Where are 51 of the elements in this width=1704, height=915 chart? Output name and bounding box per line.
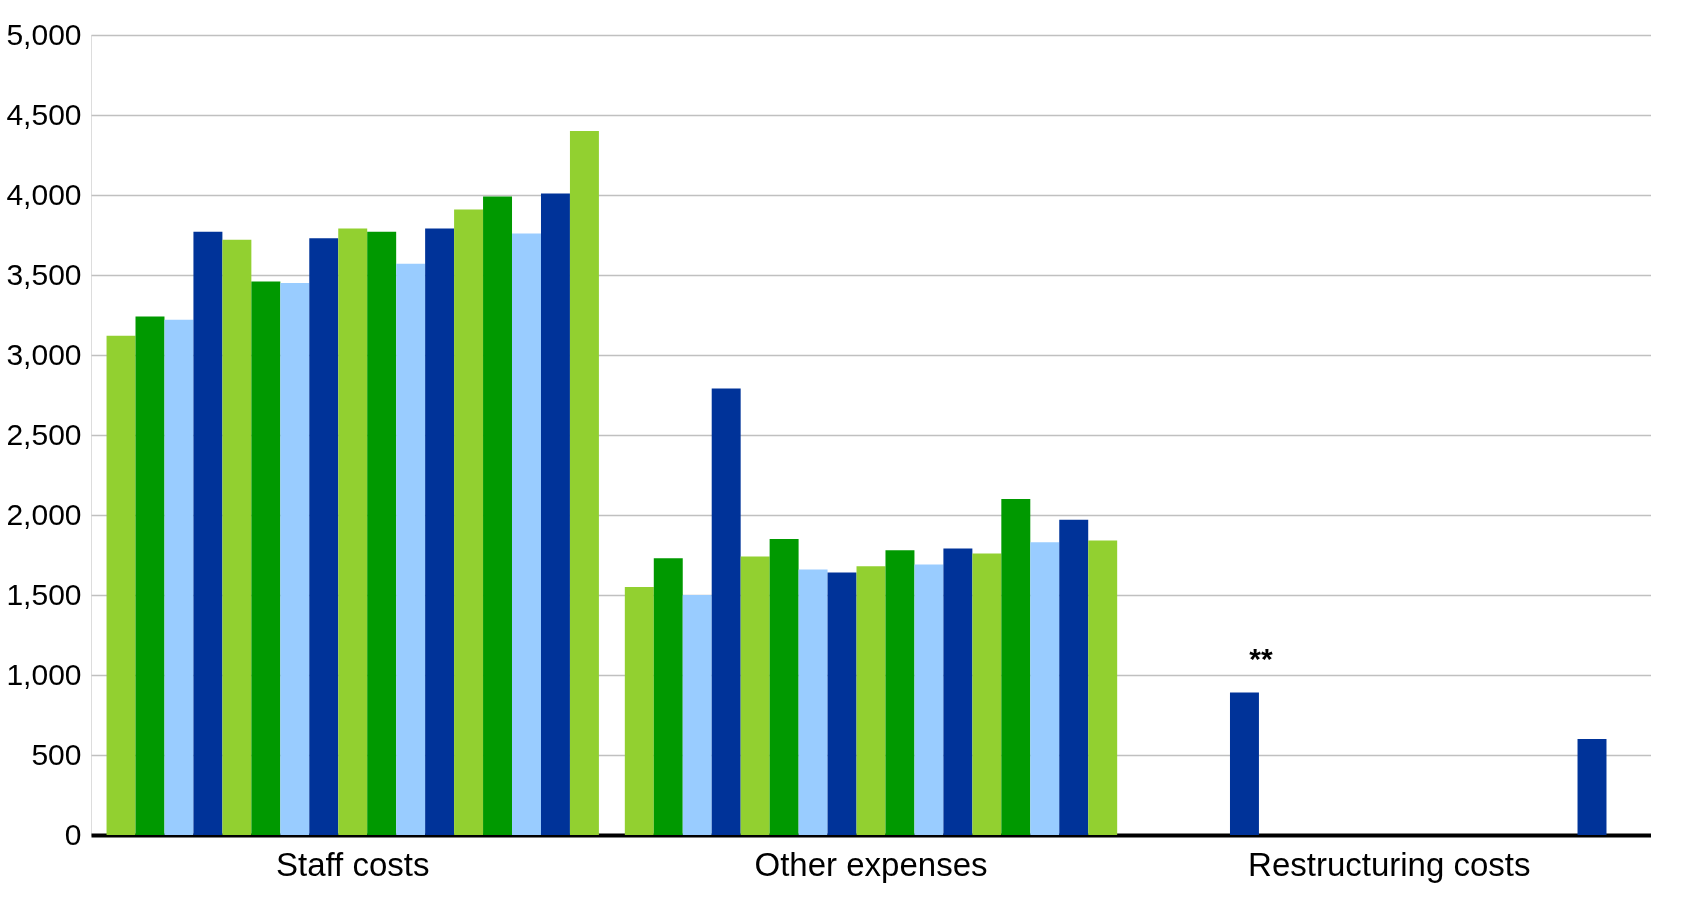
bar xyxy=(1001,499,1031,835)
y-tick-label: 0 xyxy=(64,817,82,851)
bar xyxy=(193,231,223,835)
bar xyxy=(914,564,944,835)
bar xyxy=(483,196,513,835)
y-tick-label: 3,500 xyxy=(6,257,82,291)
bar xyxy=(1577,739,1607,835)
y-tick-label: 3,000 xyxy=(6,337,82,371)
bar xyxy=(740,556,770,835)
bar xyxy=(1030,542,1060,835)
bar xyxy=(164,319,194,835)
bar xyxy=(827,572,857,835)
y-tick-label: 4,500 xyxy=(6,97,82,131)
bar xyxy=(943,548,973,835)
bar xyxy=(106,335,136,835)
y-tick-label: 4,000 xyxy=(6,177,82,211)
bar xyxy=(769,539,799,835)
bar xyxy=(1229,692,1259,835)
bar xyxy=(569,131,599,835)
bar xyxy=(251,281,281,835)
bar xyxy=(396,263,426,835)
bar xyxy=(682,595,712,835)
bar xyxy=(972,553,1002,835)
bar xyxy=(512,233,541,835)
y-tick-label: 2,000 xyxy=(6,497,82,531)
y-tick-label: 5,000 xyxy=(6,17,82,51)
y-tick-label: 500 xyxy=(31,737,82,771)
bar xyxy=(454,209,484,835)
x-tick-label: Restructuring costs xyxy=(1248,845,1531,883)
bar xyxy=(624,587,654,835)
bar xyxy=(425,228,455,835)
bar xyxy=(338,228,368,835)
y-tick-label: 1,500 xyxy=(6,577,82,611)
bar xyxy=(222,239,252,835)
bar xyxy=(885,550,915,835)
bar xyxy=(280,283,310,835)
x-tick-label: Other expenses xyxy=(754,845,988,883)
annotation: ** xyxy=(1249,642,1273,675)
y-tick-label: 1,000 xyxy=(6,657,82,691)
bar xyxy=(367,231,397,835)
bar xyxy=(653,558,683,835)
bar xyxy=(711,388,741,835)
bar xyxy=(798,569,828,835)
bar xyxy=(540,193,570,835)
bar xyxy=(856,566,886,835)
bar xyxy=(309,238,339,835)
y-tick-label: 2,500 xyxy=(6,417,82,451)
bar xyxy=(1088,540,1118,835)
bar xyxy=(1059,519,1089,835)
x-tick-label: Staff costs xyxy=(275,845,430,883)
bar xyxy=(135,316,165,835)
